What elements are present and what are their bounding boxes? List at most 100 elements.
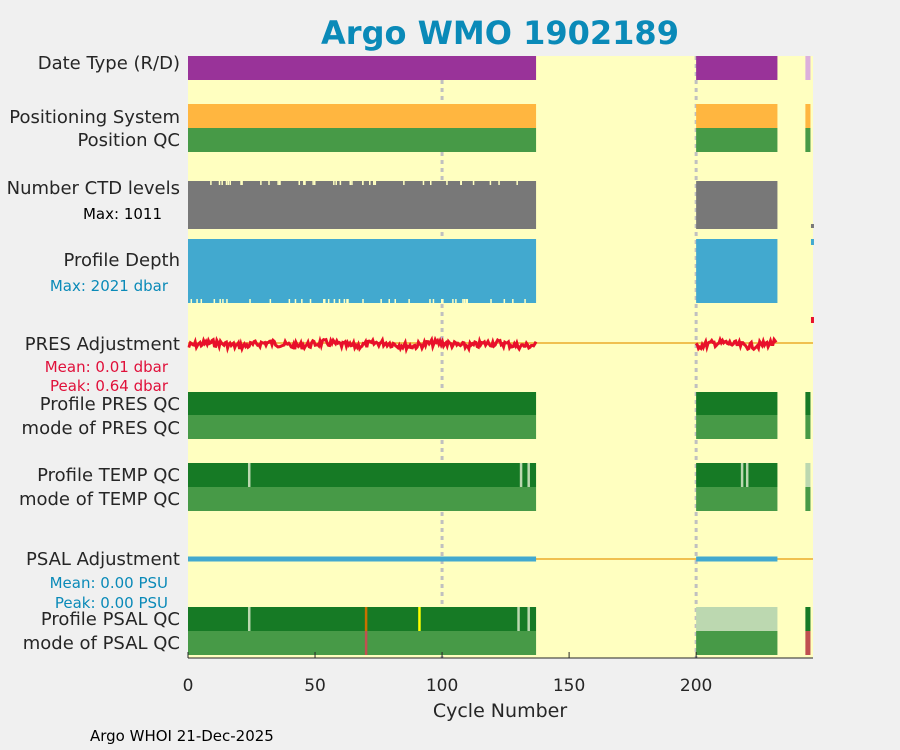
footer-text: Argo WHOI 21-Dec-2025 — [90, 727, 274, 745]
notch-ctd-16 — [333, 181, 335, 185]
notch-depth-5 — [327, 299, 330, 303]
notch-depth-10 — [301, 299, 303, 303]
notch-ctd-20 — [369, 181, 371, 185]
mark-profile-temp-qc-0 — [247, 463, 251, 487]
notch-depth-6 — [288, 299, 291, 303]
notch-depth-30 — [333, 299, 336, 303]
notch-ctd-17 — [298, 181, 300, 185]
bar-profile-pres-qc-1 — [696, 392, 778, 415]
mark-profile-psal-qc-0 — [247, 607, 251, 631]
notch-depth-25 — [294, 299, 297, 303]
notch-depth-26 — [324, 299, 326, 303]
notch-ctd-21 — [498, 181, 500, 185]
mark-profile-psal-qc-1 — [364, 607, 368, 631]
late-depth-marker — [810, 239, 814, 245]
notch-depth-11 — [200, 299, 203, 303]
notch-depth-34 — [465, 299, 468, 303]
notch-depth-27 — [503, 299, 506, 303]
notch-ctd-39 — [260, 181, 262, 185]
notch-ctd-10 — [240, 181, 242, 185]
notch-ctd-28 — [278, 181, 281, 185]
notch-ctd-29 — [403, 181, 405, 185]
notch-depth-17 — [338, 299, 341, 303]
notch-depth-39 — [222, 299, 224, 303]
x-axis-ticks: 0 50 100 150 200 — [183, 652, 712, 696]
bar-profile-psal-qc-0 — [188, 607, 537, 631]
adjustment-trace-pres-adjustment-1 — [694, 335, 778, 354]
notch-ctd-37 — [460, 181, 462, 185]
notch-depth-18 — [432, 299, 435, 303]
adjustment-trace-psal-adjustment-0 — [188, 556, 537, 562]
notch-depth-29 — [490, 299, 492, 303]
late-pres-marker — [810, 317, 814, 323]
notch-depth-1 — [226, 299, 228, 303]
notch-ctd-32 — [489, 181, 492, 185]
x-tick-label-150: 150 — [553, 676, 585, 696]
notch-ctd-8 — [312, 181, 314, 185]
notch-depth-16 — [462, 299, 464, 303]
label-pres-peak: Peak: 0.64 dbar — [50, 377, 169, 395]
late-ctd-marker — [810, 224, 814, 228]
label-mode-psal-qc: mode of PSAL QC — [23, 633, 180, 654]
bar-mode-of-pres-qc-2 — [805, 415, 811, 439]
mark-profile-temp-qc-2 — [527, 463, 530, 487]
notch-depth-13 — [343, 299, 346, 303]
bar-date-type-r-d--2 — [805, 56, 811, 80]
bar-profile-temp-qc-2 — [805, 463, 811, 487]
label-profile-temp-qc: Profile TEMP QC — [37, 465, 180, 486]
notch-ctd-23 — [314, 181, 316, 185]
mark-profile-psal-qc-3 — [517, 607, 520, 631]
notch-depth-12 — [362, 299, 364, 303]
notch-depth-35 — [388, 299, 390, 303]
x-tick-label-50: 50 — [304, 676, 326, 696]
label-position-qc: Position QC — [77, 130, 180, 151]
notch-ctd-35 — [335, 181, 337, 185]
bar-position-qc-1 — [696, 128, 778, 152]
label-profile-pres-qc: Profile PRES QC — [40, 394, 180, 415]
bar-positioning-system-2 — [805, 104, 811, 128]
bar-profile-pres-qc-0 — [188, 392, 537, 415]
notch-ctd-7 — [221, 181, 223, 185]
bar-number-ctd-levels-0 — [188, 181, 537, 229]
label-mode-temp-qc: mode of TEMP QC — [19, 489, 180, 510]
bar-mode-of-temp-qc-1 — [696, 487, 778, 511]
label-psal-peak: Peak: 0.00 PSU — [55, 594, 168, 612]
mark-profile-psal-qc-4 — [527, 607, 530, 631]
bar-profile-psal-qc-2 — [805, 607, 811, 631]
notch-depth-0 — [442, 299, 444, 303]
x-axis-label: Cycle Number — [433, 700, 567, 722]
label-ctd-levels: Number CTD levels — [7, 178, 180, 199]
notch-depth-37 — [309, 299, 312, 303]
notch-ctd-13 — [229, 181, 231, 185]
bar-date-type-r-d--1 — [696, 56, 778, 80]
mark-profile-psal-qc-2 — [418, 607, 421, 631]
notch-depth-28 — [429, 299, 431, 303]
notch-ctd-24 — [446, 181, 448, 185]
notch-depth-2 — [347, 299, 349, 303]
notch-depth-4 — [213, 299, 216, 303]
bar-profile-temp-qc-0 — [188, 463, 537, 487]
notch-depth-8 — [346, 299, 348, 303]
bar-position-qc-0 — [188, 128, 537, 152]
bar-mode-of-psal-qc-0 — [188, 631, 537, 655]
bar-mode-of-psal-qc-2 — [805, 631, 811, 655]
bar-number-ctd-levels-1 — [696, 181, 778, 229]
notch-depth-36 — [394, 299, 396, 303]
notch-ctd-9 — [218, 181, 221, 185]
mark-profile-temp-qc-4 — [745, 463, 749, 487]
notch-ctd-1 — [210, 181, 212, 185]
notch-ctd-25 — [351, 181, 353, 185]
label-ctd-max: Max: 1011 — [83, 205, 162, 223]
notch-depth-24 — [269, 299, 272, 303]
bar-profile-temp-qc-1 — [696, 463, 778, 487]
x-tick-label-0: 0 — [183, 676, 194, 696]
mark-profile-temp-qc-1 — [519, 463, 523, 487]
notch-depth-9 — [441, 299, 443, 303]
mark-mode-of-psal-qc-0 — [364, 631, 368, 655]
notch-ctd-36 — [268, 181, 270, 185]
bar-mode-of-temp-qc-2 — [805, 487, 811, 511]
label-psal-mean: Mean: 0.00 PSU — [50, 574, 168, 592]
bar-mode-of-psal-qc-1 — [696, 631, 778, 655]
notch-depth-38 — [408, 299, 410, 303]
